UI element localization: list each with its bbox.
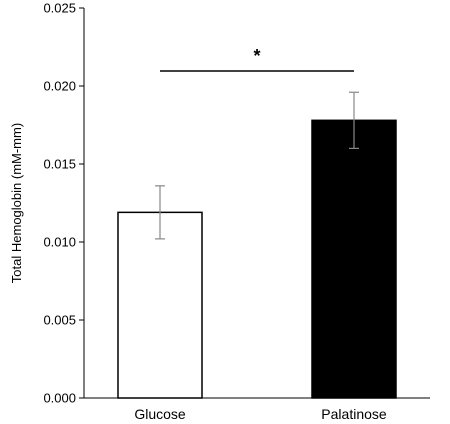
error-bars [155,91,359,240]
y-tick-label: 0.015 [43,157,76,172]
significance-marker: * [253,46,260,66]
y-tick-label: 0.020 [43,79,76,94]
bar-palatinose [311,119,397,399]
bar-glucose [117,211,203,399]
bars [117,119,397,399]
x-category-label: Glucose [134,406,186,422]
y-axis-ticks: 0.000 0.005 0.010 0.015 0.020 0.025 [43,1,84,406]
y-tick-label: 0.010 [43,235,76,250]
x-category-label: Palatinose [321,406,387,422]
x-axis-labels: Glucose Palatinose [134,406,387,422]
y-tick-label: 0.000 [43,391,76,406]
y-tick-label: 0.025 [43,1,76,16]
y-tick-label: 0.005 [43,313,76,328]
y-axis-title: Total Hemoglobin (mM-mm) [9,123,24,283]
